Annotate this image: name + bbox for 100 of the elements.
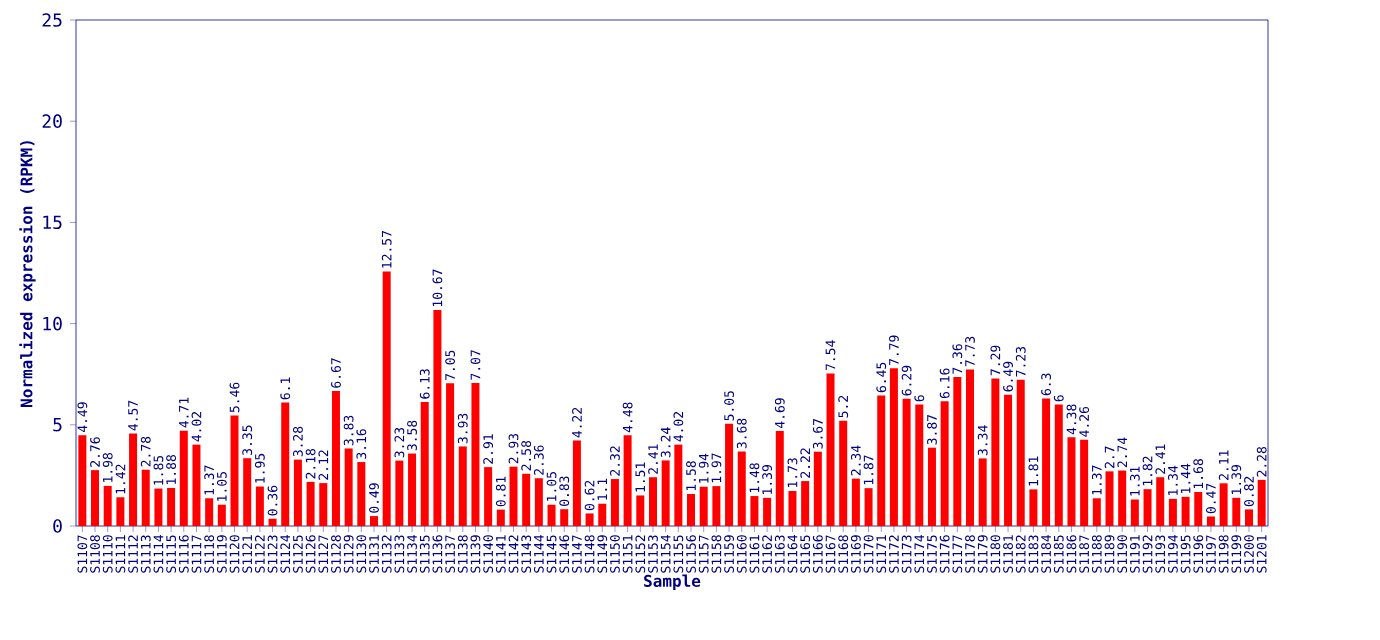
bar	[877, 395, 886, 526]
bar	[522, 473, 531, 526]
bar	[103, 485, 112, 526]
bar	[1004, 394, 1013, 526]
y-tick-label: 20	[42, 114, 62, 128]
bar	[1092, 498, 1101, 526]
bar	[281, 402, 290, 526]
bar	[1244, 509, 1253, 526]
bar	[458, 446, 467, 526]
bar	[585, 513, 594, 526]
bar	[408, 453, 417, 526]
bar	[167, 487, 176, 526]
bar	[674, 444, 683, 526]
bar	[344, 448, 353, 526]
bar	[1219, 483, 1228, 526]
bar	[598, 503, 607, 526]
bar	[1042, 398, 1051, 526]
bar	[1257, 479, 1266, 526]
bar	[953, 377, 962, 526]
bar	[1194, 492, 1203, 526]
bar	[534, 478, 543, 526]
bar	[775, 431, 784, 526]
bar	[293, 459, 302, 526]
bar	[370, 516, 378, 526]
bar	[839, 420, 848, 526]
bar	[217, 504, 226, 526]
bar	[319, 483, 328, 526]
bar	[509, 466, 518, 526]
bar	[331, 391, 340, 526]
bar	[889, 368, 898, 526]
bar	[572, 440, 581, 526]
bar	[547, 504, 556, 526]
bar	[116, 497, 125, 526]
bar	[902, 398, 911, 526]
y-tick-label: 0	[53, 519, 62, 533]
bar	[382, 271, 391, 526]
bar	[154, 488, 163, 526]
bar	[255, 486, 264, 526]
bar	[1118, 470, 1127, 526]
bar	[636, 495, 645, 526]
y-tick-label: 5	[53, 418, 62, 432]
bar	[1080, 439, 1089, 526]
bar	[395, 460, 404, 526]
bar	[496, 509, 505, 526]
bar	[230, 415, 239, 526]
bar	[1156, 477, 1165, 526]
bar	[484, 467, 493, 526]
bar	[129, 433, 138, 526]
bar	[78, 435, 87, 526]
y-axis-title: Normalized expression (RPKM)	[19, 141, 36, 407]
bar	[141, 469, 150, 526]
bar	[357, 462, 366, 526]
bar	[91, 470, 100, 526]
bar	[991, 378, 1000, 526]
bar	[763, 497, 772, 526]
bar	[471, 382, 480, 526]
bar	[801, 481, 810, 526]
bar	[1054, 404, 1063, 526]
bar	[966, 369, 974, 526]
bar	[306, 481, 315, 526]
bar	[1029, 489, 1038, 526]
bar	[851, 478, 860, 526]
bar	[446, 383, 455, 526]
bar	[927, 447, 936, 526]
bar	[205, 498, 214, 526]
bar	[560, 509, 569, 526]
bar	[661, 460, 670, 526]
bar	[433, 310, 442, 526]
bar	[725, 423, 734, 526]
bar	[1105, 471, 1114, 526]
bar	[1016, 379, 1025, 526]
bar	[750, 496, 759, 526]
bar	[712, 486, 721, 526]
y-tick-label: 25	[42, 13, 62, 27]
bar	[788, 490, 797, 526]
bar	[243, 458, 252, 526]
y-tick-label: 15	[43, 215, 62, 230]
bar	[1067, 437, 1076, 526]
bar	[699, 486, 708, 526]
bar	[978, 458, 987, 526]
bar	[1143, 489, 1152, 526]
bar	[648, 477, 657, 526]
bar	[1206, 516, 1215, 526]
bar	[1168, 498, 1177, 526]
bar	[737, 451, 746, 526]
bar	[687, 494, 696, 526]
bar	[813, 451, 822, 526]
bar	[623, 435, 632, 526]
bar	[826, 373, 835, 526]
y-tick-label: 10	[43, 316, 62, 331]
bar	[1181, 496, 1190, 526]
bar	[864, 488, 873, 526]
bar	[940, 401, 949, 526]
bar	[192, 444, 201, 526]
bar	[179, 430, 188, 526]
bar	[268, 518, 277, 526]
bar	[610, 479, 619, 526]
bar	[1232, 497, 1241, 526]
bar	[915, 404, 924, 526]
bar	[420, 401, 429, 526]
